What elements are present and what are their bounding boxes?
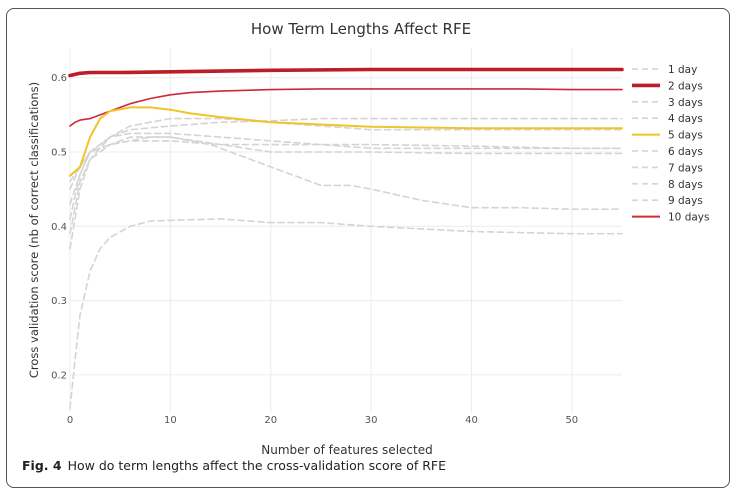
legend-label: 3 days bbox=[668, 97, 703, 109]
x-tick-label: 0 bbox=[67, 415, 73, 426]
series-line-4-days bbox=[69, 132, 623, 220]
x-tick-label: 10 bbox=[164, 415, 177, 426]
legend-label: 6 days bbox=[668, 146, 703, 158]
legend: 1 day 2 days 3 days 4 days 5 days 6 days 7 day… bbox=[632, 64, 709, 224]
y-tick-label: 0.4 bbox=[51, 222, 67, 233]
series-line-5-days bbox=[69, 106, 623, 177]
x-tick-label: 50 bbox=[565, 415, 578, 426]
legend-label: 9 days bbox=[668, 195, 703, 207]
y-tick-label: 0.5 bbox=[51, 148, 67, 159]
series-line-6-days bbox=[69, 117, 623, 250]
x-axis-label: Number of features selected bbox=[261, 443, 432, 457]
x-tick-label: 30 bbox=[365, 415, 378, 426]
grid bbox=[69, 48, 622, 412]
series-line-1-day bbox=[69, 218, 623, 410]
y-tick-label: 0.2 bbox=[51, 370, 67, 381]
caption-label: Fig. 4 bbox=[22, 458, 62, 473]
legend-label: 8 days bbox=[668, 179, 703, 191]
legend-label: 1 day bbox=[668, 64, 697, 76]
x-tick-label: 40 bbox=[465, 415, 478, 426]
y-axis-label: Cross validation score (nb of correct cl… bbox=[27, 82, 41, 378]
figure-frame bbox=[6, 8, 730, 488]
legend-label: 10 days bbox=[668, 212, 709, 224]
x-tick-label: 20 bbox=[264, 415, 277, 426]
y-tick-label: 0.6 bbox=[51, 73, 67, 84]
axes: 0 10 20 30 40 50 0.2 0.3 0.4 0.5 0.6 bbox=[51, 73, 578, 426]
caption-text: How do term lengths affect the cross-val… bbox=[67, 458, 447, 473]
legend-label: 5 days bbox=[668, 130, 703, 142]
series-line-10-days bbox=[69, 88, 623, 127]
series-line-8-days bbox=[69, 136, 623, 235]
chart-title: How Term Lengths Affect RFE bbox=[251, 20, 471, 38]
y-tick-label: 0.3 bbox=[51, 296, 67, 307]
figure-caption: Fig. 4 How do term lengths affect the cro… bbox=[22, 458, 446, 473]
legend-label: 4 days bbox=[668, 113, 703, 125]
series-line-2-days bbox=[68, 67, 624, 78]
legend-label: 7 days bbox=[668, 162, 703, 174]
series-line-9-days bbox=[69, 136, 623, 210]
legend-label: 2 days bbox=[668, 80, 703, 92]
series-lines bbox=[68, 67, 624, 410]
